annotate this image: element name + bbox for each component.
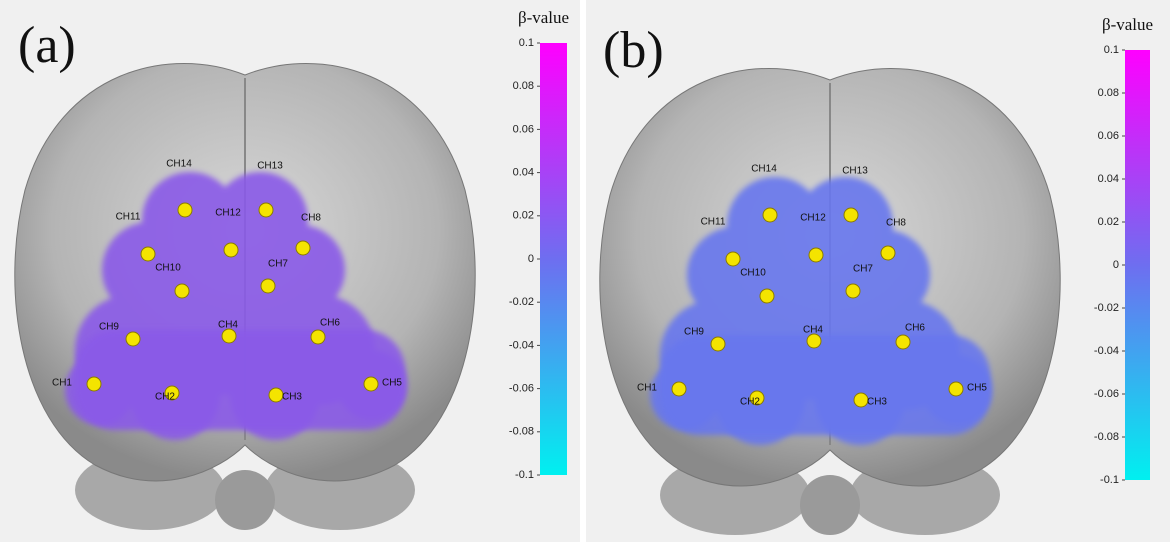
tick-label: 0.08 (1098, 87, 1119, 99)
channel-label: CH8 (886, 218, 906, 229)
channel-label: CH8 (301, 213, 321, 224)
colorbar-title: β-value (518, 8, 569, 27)
channel-dot (174, 283, 190, 299)
channel-label: CH4 (218, 320, 238, 331)
colorbar (540, 43, 567, 475)
panel-label: (a) (18, 17, 76, 74)
channel-dot (759, 288, 775, 304)
tick-label: -0.1 (1100, 474, 1119, 486)
channel-label: CH11 (116, 212, 141, 223)
tick-label: -0.02 (509, 296, 534, 308)
brainstem (800, 475, 860, 535)
channel-label: CH1 (52, 378, 72, 389)
brainstem (215, 470, 275, 530)
channel-dot (310, 329, 326, 345)
channel-dot (808, 247, 824, 263)
activation-blob (660, 335, 990, 435)
colorbar (1125, 50, 1150, 480)
channel-dot (843, 207, 859, 223)
channel-dot (725, 251, 741, 267)
channel-label: CH14 (166, 159, 192, 170)
channel-label: CH5 (382, 378, 402, 389)
tick-label: 0.06 (513, 123, 534, 135)
channel-label: CH13 (257, 161, 283, 172)
channel-dot (806, 333, 822, 349)
tick-label: -0.1 (515, 469, 534, 481)
channel-label: CH7 (268, 259, 288, 270)
channel-label: CH12 (215, 208, 241, 219)
channel-dot (258, 202, 274, 218)
tick-label: 0 (528, 253, 534, 265)
channel-label: CH4 (803, 325, 823, 336)
channel-dot (223, 242, 239, 258)
tick-label: -0.08 (509, 426, 534, 438)
channel-dot (268, 387, 284, 403)
tick-label: 0.1 (519, 37, 534, 49)
channel-dot (845, 283, 861, 299)
channel-dot (125, 331, 141, 347)
tick-label: 0.08 (513, 80, 534, 92)
channel-label: CH13 (842, 166, 868, 177)
channel-dot (853, 392, 869, 408)
channel-label: CH6 (320, 318, 340, 329)
channel-dot (86, 376, 102, 392)
colorbar-title: β-value (1102, 15, 1153, 34)
channel-label: CH3 (867, 397, 887, 408)
channel-dot (221, 328, 237, 344)
tick-label: 0.02 (513, 210, 534, 222)
tick-label: 0.04 (1098, 173, 1119, 185)
channel-dot (762, 207, 778, 223)
tick-label: -0.04 (1094, 345, 1119, 357)
channel-label: CH11 (701, 217, 726, 228)
tick-label: 0.04 (513, 167, 534, 179)
channel-label: CH9 (684, 327, 704, 338)
tick-label: 0.06 (1098, 130, 1119, 142)
channel-dot (164, 385, 180, 401)
tick-label: -0.06 (1094, 388, 1119, 400)
channel-label: CH2 (155, 392, 175, 403)
tick-label: -0.06 (509, 383, 534, 395)
channel-label: CH14 (751, 164, 777, 175)
channel-label: CH3 (282, 392, 302, 403)
panel-label: (b) (603, 22, 664, 79)
tick-label: -0.08 (1094, 431, 1119, 443)
tick-label: 0.1 (1104, 44, 1119, 56)
channel-dot (880, 245, 896, 261)
panel: CH1 CH2 CH3 CH4 CH5 CH6 CH7 CH8 CH9 CH10 CH11 CH12 C… (14, 63, 476, 530)
channel-label: CH6 (905, 323, 925, 334)
tick-label: -0.02 (1094, 302, 1119, 314)
channel-dot (948, 381, 964, 397)
channel-dot (295, 240, 311, 256)
channel-label: CH12 (800, 213, 826, 224)
activation-blob (75, 330, 405, 430)
channel-label: CH9 (99, 322, 119, 333)
channel-dot (710, 336, 726, 352)
channel-label: CH7 (853, 264, 873, 275)
channel-dot (363, 376, 379, 392)
channel-dot (140, 246, 156, 262)
channel-label: CH5 (967, 383, 987, 394)
channel-dot (895, 334, 911, 350)
channel-label: CH10 (155, 263, 181, 274)
tick-label: -0.04 (509, 339, 534, 351)
panel: CH1 CH2 CH3 CH4 CH5 CH6 CH7 CH8 CH9 CH10 CH11 CH12 C… (599, 68, 1061, 535)
channel-label: CH2 (740, 397, 760, 408)
channel-label: CH10 (740, 268, 766, 279)
tick-label: 0.02 (1098, 216, 1119, 228)
channel-dot (749, 390, 765, 406)
tick-label: 0 (1113, 259, 1119, 271)
channel-dot (671, 381, 687, 397)
channel-label: CH1 (637, 383, 657, 394)
channel-dot (260, 278, 276, 294)
channel-dot (177, 202, 193, 218)
